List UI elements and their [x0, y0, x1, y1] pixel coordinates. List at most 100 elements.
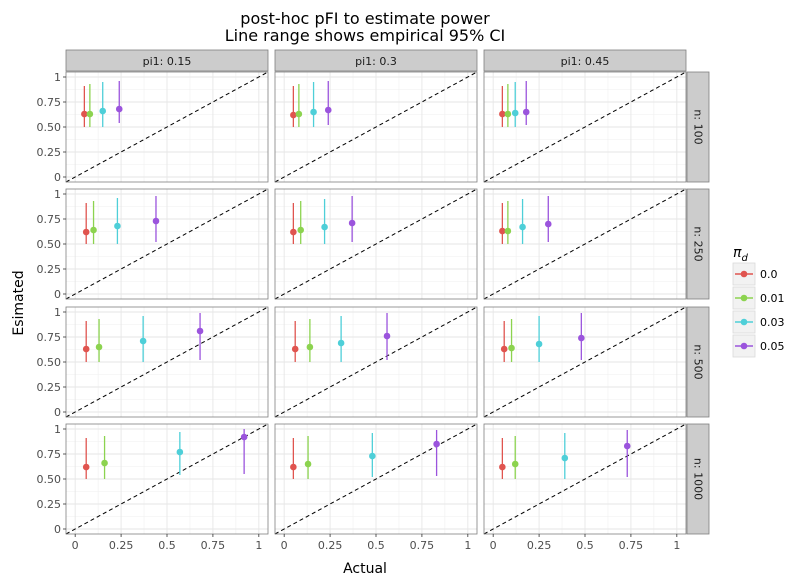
data-point [101, 459, 108, 467]
facet-panel: 0 0.25 0.50 0.75 1 [37, 306, 269, 419]
identity-reference-line [274, 71, 478, 183]
facet-panel [274, 188, 478, 300]
y-tick-label: 0 [54, 171, 61, 184]
x-tick-label: 0.5 [158, 539, 176, 552]
identity-reference-line [274, 423, 478, 535]
col-strip-label: pi1: 0.15 [143, 55, 192, 68]
data-point [304, 460, 312, 468]
identity-reference-line [65, 188, 269, 300]
facet-grid: pi1: 0.15 pi1: 0.3 pi1: 0.45 n: 100 n: 250 n:… [37, 49, 710, 552]
row-strip [686, 306, 710, 418]
x-tick-label: 0 [72, 539, 79, 552]
panel-border [274, 71, 478, 183]
facet-panel [483, 71, 687, 183]
facet-panel: 0 0.25 0.50 0.75 1 [37, 71, 269, 184]
data-point [291, 345, 299, 353]
data-point [114, 222, 121, 230]
data-point [511, 109, 519, 117]
data-point [90, 226, 97, 234]
panel-border [274, 306, 478, 418]
legend-label: 0.05 [760, 340, 785, 353]
y-tick-label: 0.50 [37, 356, 62, 369]
data-point [535, 340, 543, 348]
facet-panel [274, 71, 478, 183]
col-strip-label: pi1: 0.3 [355, 55, 397, 68]
y-tick-label: 0.25 [37, 263, 62, 276]
identity-reference-line [483, 71, 687, 183]
identity-reference-line [274, 306, 478, 418]
row-strip [686, 71, 710, 183]
data-point [81, 110, 88, 118]
data-point [433, 440, 440, 448]
y-tick-label: 0.75 [37, 331, 62, 344]
facet-panel [274, 306, 478, 418]
facet-panel: 0 0.25 0.5 0.75 1 [483, 423, 687, 552]
y-tick-label: 0 [54, 523, 61, 536]
panel-border [483, 306, 687, 418]
data-point [152, 217, 160, 225]
identity-reference-line [483, 188, 687, 300]
data-point [306, 343, 314, 351]
data-point [499, 110, 506, 118]
chart-title: post-hoc pFI to estimate power [240, 9, 490, 28]
data-point [95, 343, 103, 351]
data-point [295, 110, 303, 118]
identity-reference-line [65, 423, 269, 535]
x-tick-label: 1 [464, 539, 471, 552]
y-tick-label: 0 [54, 288, 61, 301]
data-point [139, 337, 147, 345]
legend-title: πd [733, 245, 748, 264]
x-tick-label: 0.75 [410, 539, 435, 552]
data-point [321, 223, 328, 231]
data-point [519, 223, 526, 231]
identity-reference-line [483, 423, 687, 535]
legend-label: 0.03 [760, 316, 785, 329]
data-point [383, 332, 391, 340]
data-point [82, 463, 90, 471]
y-tick-label: 1 [54, 423, 61, 436]
data-point [499, 227, 506, 235]
y-tick-label: 1 [54, 188, 61, 201]
legend-label: 0.01 [760, 292, 785, 305]
data-point [290, 228, 297, 236]
chart-subtitle: Line range shows empirical 95% CI [225, 26, 506, 45]
x-axis-title: Actual [343, 561, 387, 577]
data-point [176, 448, 184, 456]
row-strip [686, 188, 710, 300]
data-point [369, 452, 376, 460]
row-strip-label: n: 500 [692, 344, 705, 379]
data-point [290, 111, 297, 119]
facet-panel: 0 0.25 0.50 0.75 1 [37, 188, 269, 301]
data-point [623, 442, 631, 450]
panel-border [483, 71, 687, 183]
legend-key-point [740, 342, 748, 350]
data-point [82, 228, 90, 236]
data-point [115, 105, 123, 113]
y-tick-label: 0.25 [37, 146, 62, 159]
y-tick-label: 0.25 [37, 498, 62, 511]
identity-reference-line [483, 306, 687, 418]
x-tick-label: 1 [255, 539, 262, 552]
data-point [290, 463, 297, 471]
x-tick-label: 1 [673, 539, 680, 552]
x-tick-label: 0 [490, 539, 497, 552]
panel-border [274, 188, 478, 300]
data-point [504, 110, 512, 118]
data-point [561, 454, 569, 462]
x-tick-label: 0.5 [367, 539, 385, 552]
x-tick-label: 0.25 [318, 539, 343, 552]
facet-panel: 0 0.25 0.5 0.75 1 [274, 423, 478, 552]
legend-key-point [740, 270, 748, 278]
legend-title-sub: d [741, 253, 748, 264]
data-point [86, 110, 94, 118]
facet-panel [483, 306, 687, 418]
y-tick-label: 0.50 [37, 473, 62, 486]
data-point [99, 107, 107, 115]
col-strip [483, 49, 687, 72]
y-tick-label: 0 [54, 406, 61, 419]
facet-panel [483, 188, 687, 300]
identity-reference-line [274, 188, 478, 300]
data-point [522, 108, 530, 116]
data-point [511, 460, 519, 468]
data-point [508, 344, 515, 352]
